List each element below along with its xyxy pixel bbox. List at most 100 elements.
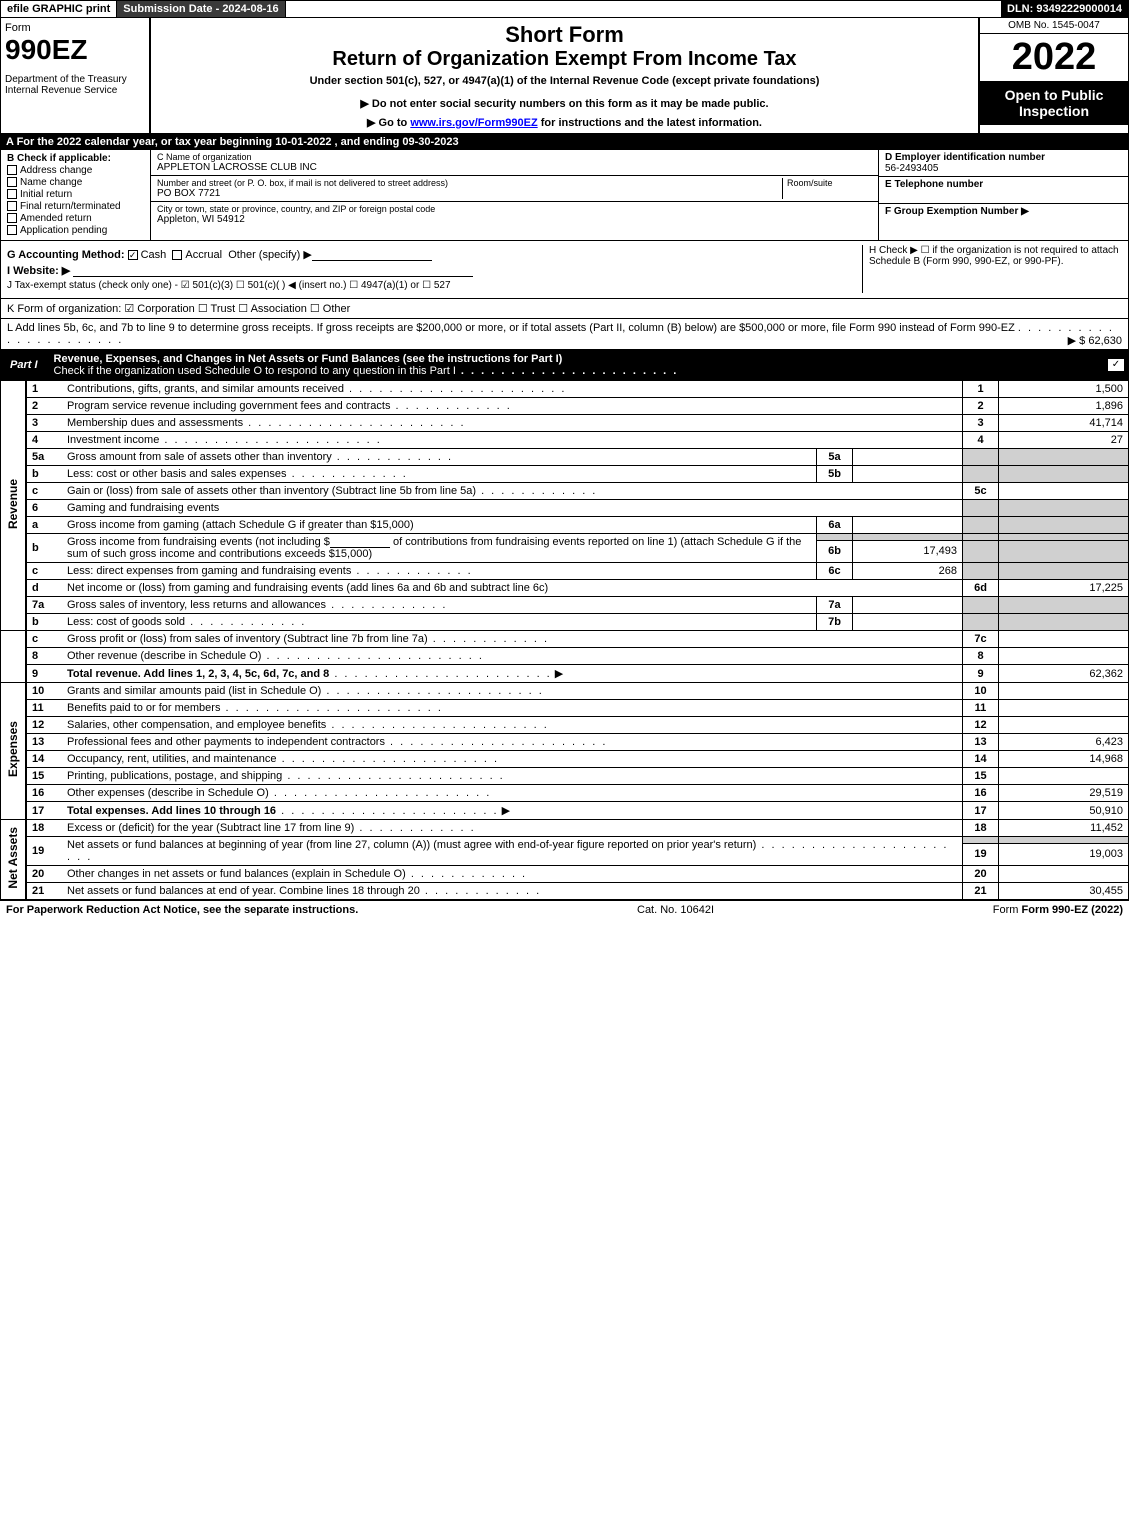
room-suite-label: Room/suite xyxy=(787,178,872,188)
line-13-rn: 13 xyxy=(963,734,999,751)
line-18-rn: 18 xyxy=(963,820,999,837)
group-exemption-label: F Group Exemption Number ▶ xyxy=(885,206,1122,217)
side-label-expenses: Expenses xyxy=(1,683,27,820)
line-5c-val xyxy=(999,483,1129,500)
l-gross-receipts: L Add lines 5b, 6c, and 7b to line 9 to … xyxy=(0,319,1129,350)
line-5b-mn: 5b xyxy=(817,466,853,483)
line-5b-rv-shade xyxy=(999,466,1129,483)
line-7c-desc: Gross profit or (loss) from sales of inv… xyxy=(62,631,963,648)
line-7a-desc: Gross sales of inventory, less returns a… xyxy=(62,597,817,614)
omb-number: OMB No. 1545-0047 xyxy=(980,18,1128,34)
goto-suffix: for instructions and the latest informat… xyxy=(538,117,762,129)
line-3-rn: 3 xyxy=(963,415,999,432)
line-19-num: 19 xyxy=(26,837,62,866)
line-20-num: 20 xyxy=(26,866,62,883)
line-5b-mv xyxy=(853,466,963,483)
part-i-schedule-o-checkbox[interactable]: ✓ xyxy=(1107,358,1125,372)
label-amended-return: Amended return xyxy=(20,213,92,224)
label-cash: Cash xyxy=(141,249,167,261)
line-17-rn: 17 xyxy=(963,802,999,820)
line-7a-mn: 7a xyxy=(817,597,853,614)
line-4-num: 4 xyxy=(26,432,62,449)
line-14-num: 14 xyxy=(26,751,62,768)
line-5c-rn: 5c xyxy=(963,483,999,500)
h-check-note: H Check ▶ ☐ if the organization is not r… xyxy=(862,245,1122,293)
l-amount: ▶ $ 62,630 xyxy=(1068,334,1122,347)
line-10-desc: Grants and similar amounts paid (list in… xyxy=(62,683,963,700)
line-8-num: 8 xyxy=(26,648,62,665)
line-10-rn: 10 xyxy=(963,683,999,700)
open-to-public: Open to Public Inspection xyxy=(980,81,1128,125)
under-section: Under section 501(c), 527, or 4947(a)(1)… xyxy=(161,75,968,87)
line-6b-mn: 6b xyxy=(817,540,853,562)
line-3-num: 3 xyxy=(26,415,62,432)
org-city: Appleton, WI 54912 xyxy=(157,214,872,225)
checkbox-application-pending[interactable] xyxy=(7,225,17,235)
line-12-desc: Salaries, other compensation, and employ… xyxy=(62,717,963,734)
goto-line: ▶ Go to www.irs.gov/Form990EZ for instru… xyxy=(161,116,968,129)
line-16-num: 16 xyxy=(26,785,62,802)
line-5c-desc: Gain or (loss) from sale of assets other… xyxy=(62,483,963,500)
line-7b-desc: Less: cost of goods sold xyxy=(62,614,817,631)
line-20-val xyxy=(999,866,1129,883)
label-application-pending: Application pending xyxy=(20,225,107,236)
line-7a-mv xyxy=(853,597,963,614)
other-specify-line xyxy=(312,250,432,261)
l-text: L Add lines 5b, 6c, and 7b to line 9 to … xyxy=(7,322,1015,334)
col-c-org-info: C Name of organization APPLETON LACROSSE… xyxy=(151,150,878,240)
checkbox-amended-return[interactable] xyxy=(7,213,17,223)
line-6a-rv-shade xyxy=(999,517,1129,534)
line-6a-rn-shade xyxy=(963,517,999,534)
form-label: Form xyxy=(5,22,145,34)
line-9-rn: 9 xyxy=(963,665,999,683)
checkbox-name-change[interactable] xyxy=(7,177,17,187)
line-6a-desc: Gross income from gaming (attach Schedul… xyxy=(62,517,817,534)
col-d-identifiers: D Employer identification number 56-2493… xyxy=(878,150,1128,240)
line-19-desc: Net assets or fund balances at beginning… xyxy=(62,837,963,866)
line-14-rn: 14 xyxy=(963,751,999,768)
efile-print-label[interactable]: efile GRAPHIC print xyxy=(1,1,117,17)
line-19-rv-shade xyxy=(999,837,1129,844)
line-13-desc: Professional fees and other payments to … xyxy=(62,734,963,751)
b-header: B Check if applicable: xyxy=(7,153,111,164)
line-8-desc: Other revenue (describe in Schedule O) xyxy=(62,648,963,665)
label-final-return: Final return/terminated xyxy=(20,201,121,212)
checkbox-initial-return[interactable] xyxy=(7,189,17,199)
line-6-rn-shade xyxy=(963,500,999,517)
line-5c-num: c xyxy=(26,483,62,500)
line-6d-val: 17,225 xyxy=(999,580,1129,597)
side-label-net-assets: Net Assets xyxy=(1,820,27,900)
line-18-desc: Excess or (deficit) for the year (Subtra… xyxy=(62,820,963,837)
line-7a-rv-shade xyxy=(999,597,1129,614)
i-label: I Website: ▶ xyxy=(7,265,70,277)
line-5a-rn-shade xyxy=(963,449,999,466)
line-18-num: 18 xyxy=(26,820,62,837)
row-a-tax-year: A For the 2022 calendar year, or tax yea… xyxy=(0,134,1129,150)
line-7b-num: b xyxy=(26,614,62,631)
line-4-desc: Investment income xyxy=(62,432,963,449)
label-address-change: Address change xyxy=(20,165,92,176)
irs-link[interactable]: www.irs.gov/Form990EZ xyxy=(410,117,537,129)
top-bar: efile GRAPHIC print Submission Date - 20… xyxy=(0,0,1129,18)
label-initial-return: Initial return xyxy=(20,189,72,200)
line-5b-rn-shade xyxy=(963,466,999,483)
checkbox-cash[interactable]: ✓ xyxy=(128,250,138,260)
line-9-num: 9 xyxy=(26,665,62,683)
line-6-num: 6 xyxy=(26,500,62,517)
checkbox-address-change[interactable] xyxy=(7,165,17,175)
line-6c-desc: Less: direct expenses from gaming and fu… xyxy=(62,563,817,580)
k-form-of-org: K Form of organization: ☑ Corporation ☐ … xyxy=(0,299,1129,319)
label-accrual: Accrual xyxy=(185,249,222,261)
line-14-desc: Occupancy, rent, utilities, and maintena… xyxy=(62,751,963,768)
line-13-val: 6,423 xyxy=(999,734,1129,751)
line-20-rn: 20 xyxy=(963,866,999,883)
line-6b-desc: Gross income from fundraising events (no… xyxy=(62,534,817,563)
checkbox-accrual[interactable] xyxy=(172,250,182,260)
line-1-num: 1 xyxy=(26,381,62,398)
line-11-val xyxy=(999,700,1129,717)
department-label: Department of the Treasury Internal Reve… xyxy=(5,74,145,96)
checkbox-final-return[interactable] xyxy=(7,201,17,211)
line-5a-desc: Gross amount from sale of assets other t… xyxy=(62,449,817,466)
line-12-rn: 12 xyxy=(963,717,999,734)
line-7c-num: c xyxy=(26,631,62,648)
